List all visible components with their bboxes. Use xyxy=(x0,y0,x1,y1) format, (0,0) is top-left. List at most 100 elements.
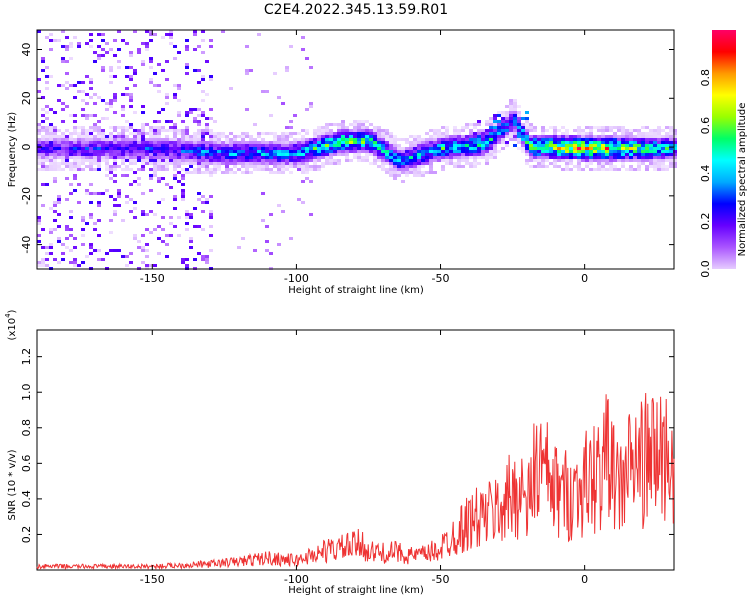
spectrogram-cell xyxy=(317,156,321,159)
spectrogram-cell xyxy=(493,126,497,129)
spectrogram-cell xyxy=(537,162,541,165)
spectrogram-cell xyxy=(653,132,657,135)
spectrogram-cell xyxy=(613,165,617,168)
spectrogram-cell xyxy=(533,129,537,132)
spectrogram-cell xyxy=(457,147,461,150)
spectrogram-cell xyxy=(629,129,633,132)
spectrogram-cell xyxy=(173,57,177,60)
spectrogram-cell xyxy=(545,165,549,168)
spectrogram-cell xyxy=(405,156,409,159)
spectrogram-cell xyxy=(49,165,53,168)
spectrogram-cell xyxy=(157,138,161,141)
spectrogram-cell xyxy=(417,165,421,168)
spectrogram-cell xyxy=(113,93,117,96)
spectrogram-cell xyxy=(525,117,529,120)
spectrogram-cell xyxy=(349,150,353,153)
spectrogram-cell xyxy=(373,132,377,135)
spectrogram-cell xyxy=(585,159,589,162)
spectrogram-cell xyxy=(329,129,333,132)
spectrogram-cell xyxy=(137,132,141,135)
spectrogram-cell xyxy=(441,132,445,135)
spectrogram-cell xyxy=(89,213,93,216)
spectrogram-cell xyxy=(93,192,97,195)
spectrogram-cell xyxy=(141,111,145,114)
spectrogram-cell xyxy=(309,180,313,183)
spectrogram-cell xyxy=(553,159,557,162)
spectrogram-cell xyxy=(225,162,229,165)
spectrogram-cell xyxy=(649,144,653,147)
spectrogram-cell xyxy=(665,126,669,129)
spectrogram-cell xyxy=(93,114,97,117)
spectrogram-cell xyxy=(393,150,397,153)
spectrogram-cell xyxy=(357,132,361,135)
spectrogram-cell xyxy=(493,147,497,150)
spectrogram-cell xyxy=(145,228,149,231)
spectrogram-cell xyxy=(481,150,485,153)
spectrogram-cell xyxy=(293,156,297,159)
spectrogram-cell xyxy=(449,141,453,144)
spectrogram-cell xyxy=(73,153,77,156)
spectrogram-cell xyxy=(501,138,505,141)
spectrogram-cell xyxy=(261,192,265,195)
spectrogram-cell xyxy=(449,156,453,159)
spectrogram-cell xyxy=(233,171,237,174)
spectrogram-cell xyxy=(153,213,157,216)
spectrogram-cell xyxy=(129,156,133,159)
spectrogram-cell xyxy=(61,57,65,60)
spectrogram-cell xyxy=(77,132,81,135)
spectrogram-cell xyxy=(509,117,513,120)
spectrogram-cell xyxy=(457,141,461,144)
spectrogram-cell xyxy=(201,171,205,174)
spectrogram-cell xyxy=(509,126,513,129)
spectrogram-cell xyxy=(149,141,153,144)
spectrogram-cell xyxy=(361,135,365,138)
spectrogram-cell xyxy=(413,135,417,138)
spectrogram-cell xyxy=(209,156,213,159)
spectrogram-cell xyxy=(265,240,269,243)
spectrogram-cell xyxy=(53,39,57,42)
spectrogram-cell xyxy=(245,141,249,144)
spectrogram-cell xyxy=(109,195,113,198)
spectrogram-cell xyxy=(425,147,429,150)
spectrogram-cell xyxy=(137,153,141,156)
spectrogram-cell xyxy=(533,153,537,156)
spectrogram-cell xyxy=(605,138,609,141)
spectrogram-cell xyxy=(617,126,621,129)
spectrogram-cell xyxy=(401,159,405,162)
spectrogram-cell xyxy=(585,153,589,156)
spectrogram-cell xyxy=(577,135,581,138)
spectrogram-cell xyxy=(193,30,197,33)
spectrogram-cell xyxy=(153,120,157,123)
spectrogram-cell xyxy=(489,138,493,141)
spectrogram-cell xyxy=(213,132,217,135)
spectrogram-cell xyxy=(321,141,325,144)
spectrogram-cell xyxy=(621,132,625,135)
spectrogram-cell xyxy=(189,150,193,153)
spectrogram-cell xyxy=(313,132,317,135)
spectrogram-cell xyxy=(49,39,53,42)
spectrogram-cell xyxy=(201,165,205,168)
spectrogram-cell xyxy=(269,144,273,147)
spectrogram-cell xyxy=(389,135,393,138)
spectrogram-cell xyxy=(257,156,261,159)
spectrogram-cell xyxy=(333,153,337,156)
spectrogram-cell xyxy=(61,162,65,165)
spectrogram-cell xyxy=(469,150,473,153)
spectrogram-cell xyxy=(285,138,289,141)
spectrogram-cell xyxy=(41,138,45,141)
spectrogram-cell xyxy=(505,120,509,123)
spectrogram-cell xyxy=(137,135,141,138)
spectrogram-cell xyxy=(365,144,369,147)
spectrogram-cell xyxy=(649,141,653,144)
spectrogram-cell xyxy=(41,168,45,171)
spectrogram-cell xyxy=(181,153,185,156)
spectrogram-cell xyxy=(401,147,405,150)
spectrogram-cell xyxy=(57,225,61,228)
spectrogram-cell xyxy=(149,30,153,33)
spectrogram-cell xyxy=(105,174,109,177)
spectrogram-cell xyxy=(81,129,85,132)
spectrogram-cell xyxy=(557,141,561,144)
spectrogram-cell xyxy=(341,120,345,123)
spectrogram-cell xyxy=(673,156,677,159)
spectrogram-cell xyxy=(377,159,381,162)
